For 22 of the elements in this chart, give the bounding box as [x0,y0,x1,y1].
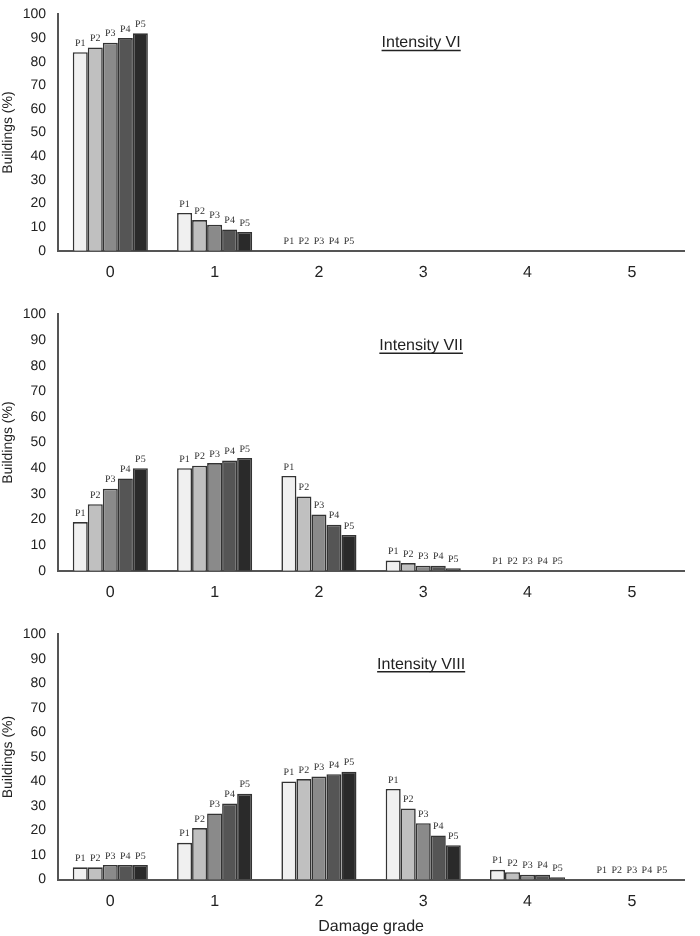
x-tick-label: 2 [314,582,325,601]
x-tick-label: 0 [105,262,116,281]
x-axis-title: Damage grade [318,916,426,935]
x-tick-label: 4 [523,582,534,601]
x-tick-label: 0 [105,582,116,601]
x-tick-label: 3 [418,262,429,281]
x-tick-label: 5 [627,582,638,601]
x-tick-label: 1 [210,262,221,281]
text: Intensity VII [379,336,463,355]
x-tick-label: 2 [314,891,325,910]
x-tick-label: 4 [523,262,534,281]
x-tick-label: 5 [627,262,638,281]
x-tick-label: 1 [210,582,221,601]
x-tick-label: 2 [314,262,325,281]
x-tick-label: 3 [418,891,429,910]
x-tick-label: 3 [418,582,429,601]
x-tick-label: 4 [523,891,534,910]
x-tick-label: 5 [627,891,638,910]
x-tick-label: 0 [105,891,116,910]
x-tick-label: 1 [210,891,221,910]
text: Intensity VIII [377,654,466,673]
text: Intensity VI [381,33,461,52]
